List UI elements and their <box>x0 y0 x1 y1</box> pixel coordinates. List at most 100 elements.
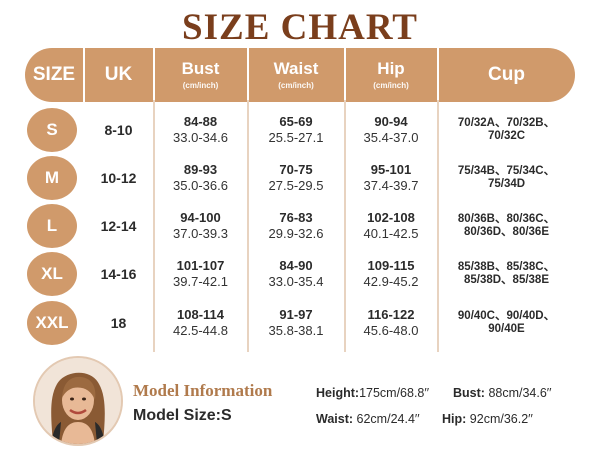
table-row: L 12-14 94-100 37.0-39.3 76-83 29.9-32.6 1… <box>0 204 600 248</box>
hip-cell: 95-101 37.4-39.7 <box>345 156 437 200</box>
model-waist-value: 62cm/24.4′′ <box>356 412 420 426</box>
header-hip-label: Hip <box>377 59 405 78</box>
uk-value: 14-16 <box>100 266 137 282</box>
header-bust: Bust (cm/inch) <box>154 48 247 102</box>
header-cup: Cup <box>438 48 575 102</box>
model-hip: Hip: 92cm/36.2′′ <box>442 412 533 426</box>
header-bust-label: Bust <box>181 59 220 78</box>
model-hip-label: Hip: <box>442 412 467 426</box>
model-info-title: Model Information <box>133 381 273 400</box>
cup-cell: 70/32A、70/32B、 70/32C <box>438 108 575 152</box>
model-bust-label: Bust: <box>453 386 485 400</box>
bust-cm: 84-88 <box>183 114 218 129</box>
bust-inch: 35.0-36.6 <box>173 178 228 193</box>
bust-cell: 84-88 33.0-34.6 <box>154 108 247 152</box>
bust-cm: 94-100 <box>180 210 221 225</box>
model-bust-value: 88cm/34.6′′ <box>488 386 552 400</box>
header-size-label: SIZE <box>32 64 76 85</box>
waist-cm: 65-69 <box>279 114 313 129</box>
waist-cell: 76-83 29.9-32.6 <box>248 204 344 248</box>
uk-value: 8-10 <box>104 122 133 138</box>
cup-line-2: 90/40E <box>488 323 525 335</box>
header-uk-label: UK <box>104 64 133 85</box>
model-size: Model Size:S <box>133 407 232 424</box>
model-hip-value: 92cm/36.2′′ <box>469 412 533 426</box>
bust-inch: 37.0-39.3 <box>173 226 228 241</box>
hip-cm: 102-108 <box>367 210 415 225</box>
uk-cell: 10-12 <box>84 156 153 200</box>
cup-cell: 80/36B、80/36C、 80/36D、80/36E <box>438 204 575 248</box>
uk-cell: 18 <box>84 301 153 345</box>
bust-cell: 108-114 42.5-44.8 <box>154 301 247 345</box>
waist-cell: 91-97 35.8-38.1 <box>248 301 344 345</box>
model-height-label: Height: <box>316 386 360 400</box>
size-badge: S <box>27 108 77 152</box>
bust-cell: 94-100 37.0-39.3 <box>154 204 247 248</box>
header-hip: Hip (cm/inch) <box>345 48 437 102</box>
cup-cell: 75/34B、75/34C、 75/34D <box>438 156 575 200</box>
cup-line-1: 85/38B、85/38C、 <box>457 261 556 273</box>
bust-cm: 89-93 <box>183 162 218 177</box>
bust-cell: 101-107 39.7-42.1 <box>154 252 247 296</box>
cup-line-2: 80/36D、80/36E <box>463 226 550 238</box>
cup-line-1: 70/32A、70/32B、 <box>457 117 556 129</box>
waist-cell: 70-75 27.5-29.5 <box>248 156 344 200</box>
cup-line-2: 75/34D <box>487 178 526 190</box>
table-row: XL 14-16 101-107 39.7-42.1 84-90 33.0-35.4… <box>0 252 600 296</box>
hip-cell: 90-94 35.4-37.0 <box>345 108 437 152</box>
waist-cell: 65-69 25.5-27.1 <box>248 108 344 152</box>
model-waist-label: Waist: <box>316 412 354 426</box>
waist-cm: 70-75 <box>279 162 313 177</box>
hip-inch: 42.9-45.2 <box>363 274 419 289</box>
header-divider <box>83 48 85 102</box>
cup-line-1: 75/34B、75/34C、 <box>457 165 556 177</box>
model-waist: Waist: 62cm/24.4′′ <box>316 412 420 426</box>
cup-cell: 85/38B、85/38C、 85/38D、85/38E <box>438 252 575 296</box>
table-header: SIZE UK Bust (cm/inch) Waist (cm/inch) H… <box>25 48 575 102</box>
hip-cell: 109-115 42.9-45.2 <box>345 252 437 296</box>
waist-cm: 76-83 <box>279 210 313 225</box>
cup-line-1: 90/40C、90/40D、 <box>457 310 556 322</box>
header-divider <box>153 48 155 102</box>
column-divider <box>153 100 155 352</box>
uk-cell: 12-14 <box>84 204 153 248</box>
header-cup-label: Cup <box>488 64 525 85</box>
hip-cm: 109-115 <box>367 258 415 273</box>
bust-cell: 89-93 35.0-36.6 <box>154 156 247 200</box>
size-badge: XXL <box>27 301 77 345</box>
model-height: Height:175cm/68.8′′ <box>316 386 429 400</box>
table-row: XXL 18 108-114 42.5-44.8 91-97 35.8-38.1 1… <box>0 301 600 345</box>
waist-inch: 29.9-32.6 <box>268 226 324 241</box>
waist-cm: 91-97 <box>279 307 313 322</box>
header-waist: Waist (cm/inch) <box>248 48 344 102</box>
size-badge: M <box>27 156 77 200</box>
header-waist-label: Waist <box>273 59 319 78</box>
header-divider <box>247 48 249 102</box>
header-uk: UK <box>84 48 153 102</box>
hip-cm: 95-101 <box>370 162 412 177</box>
cup-line-2: 85/38D、85/38E <box>463 274 550 286</box>
size-badge: L <box>27 204 77 248</box>
hip-inch: 40.1-42.5 <box>363 226 419 241</box>
table-row: M 10-12 89-93 35.0-36.6 70-75 27.5-29.5 95… <box>0 156 600 200</box>
bust-cm: 108-114 <box>177 307 224 322</box>
waist-inch: 33.0-35.4 <box>268 274 324 289</box>
uk-value: 10-12 <box>100 170 137 186</box>
model-photo <box>33 356 123 446</box>
model-portrait-icon <box>35 358 121 444</box>
header-divider <box>344 48 346 102</box>
cup-line-1: 80/36B、80/36C、 <box>457 213 556 225</box>
column-divider <box>247 100 249 352</box>
waist-cell: 84-90 33.0-35.4 <box>248 252 344 296</box>
hip-inch: 35.4-37.0 <box>363 130 419 145</box>
uk-cell: 14-16 <box>84 252 153 296</box>
cup-line-2: 70/32C <box>487 130 526 142</box>
bust-inch: 33.0-34.6 <box>173 130 228 145</box>
hip-cm: 90-94 <box>374 114 408 129</box>
hip-cell: 102-108 40.1-42.5 <box>345 204 437 248</box>
waist-inch: 27.5-29.5 <box>268 178 324 193</box>
cup-cell: 90/40C、90/40D、 90/40E <box>438 301 575 345</box>
hip-cell: 116-122 45.6-48.0 <box>345 301 437 345</box>
hip-cm: 116-122 <box>367 307 415 322</box>
bust-cm: 101-107 <box>176 258 225 273</box>
